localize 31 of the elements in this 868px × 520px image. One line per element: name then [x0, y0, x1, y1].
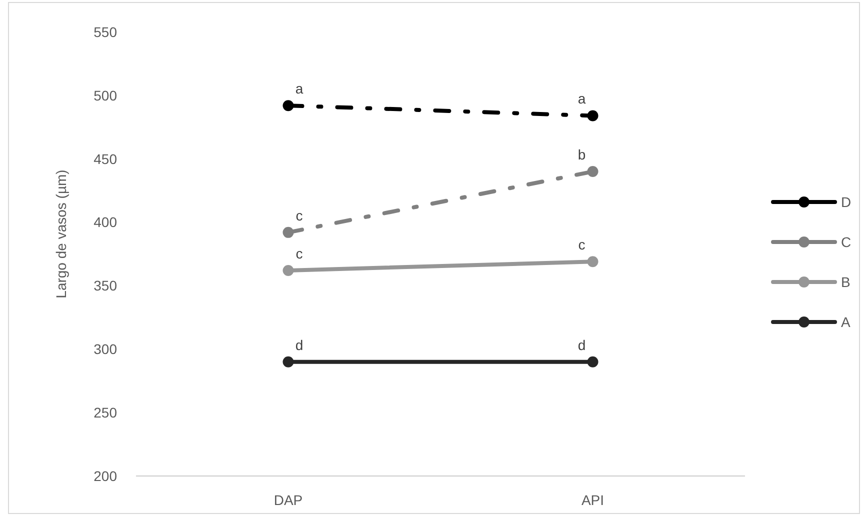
x-tick-label: DAP: [274, 492, 303, 508]
y-tick-label: 450: [94, 150, 118, 167]
annotation: d: [295, 336, 304, 353]
point: [282, 356, 294, 368]
point: [587, 256, 598, 268]
point: [587, 110, 598, 122]
y-tick-label: 500: [94, 87, 118, 104]
y-tick-label: 250: [94, 404, 118, 420]
legend-label: A: [841, 314, 851, 330]
annotation: a: [295, 80, 304, 97]
y-tick-label: 550: [94, 24, 118, 40]
point: [282, 100, 294, 112]
annotation: c: [296, 207, 303, 224]
legend-label: C: [841, 234, 852, 250]
y-tick-label: 400: [94, 214, 118, 230]
y-tick-label: 200: [94, 468, 118, 484]
point: [587, 166, 598, 178]
point: [282, 226, 294, 238]
annotation: a: [578, 90, 586, 107]
annotation: c: [296, 245, 303, 262]
y-tick-label: 300: [94, 341, 118, 358]
legend-label: B: [841, 274, 850, 290]
y-tick-label: 350: [94, 278, 118, 294]
point: [587, 356, 598, 368]
annotation: b: [578, 146, 586, 163]
legend-label: D: [841, 194, 852, 210]
annotation: c: [578, 236, 586, 253]
x-tick-label: API: [581, 492, 604, 508]
y-axis-title: Largo de vasos (µm): [53, 170, 69, 298]
annotation: d: [578, 336, 586, 353]
point: [282, 264, 294, 276]
